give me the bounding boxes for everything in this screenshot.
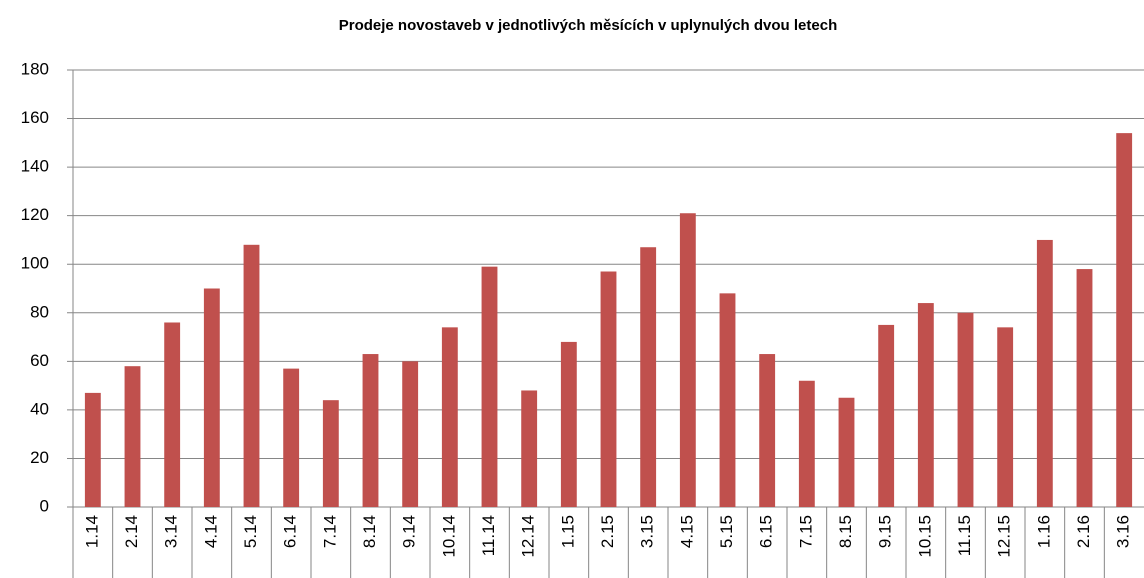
y-tick-label: 160: [21, 108, 49, 127]
x-tick-label: 1.16: [1034, 515, 1053, 548]
y-tick-label: 40: [30, 399, 49, 418]
x-tick-label: 9.15: [876, 515, 895, 548]
bar: [362, 354, 379, 507]
bar: [1076, 269, 1093, 507]
bar: [124, 366, 141, 507]
x-tick-label: 1.14: [82, 515, 101, 548]
x-tick-label: 3.16: [1114, 515, 1133, 548]
x-tick-label: 8.15: [836, 515, 855, 548]
x-tick-label: 5.15: [717, 515, 736, 548]
x-tick-label: 1.15: [558, 515, 577, 548]
x-tick-label: 10.15: [915, 515, 934, 558]
bar: [679, 213, 696, 507]
x-tick-label: 3.15: [638, 515, 657, 548]
bar: [798, 380, 815, 507]
bar: [243, 244, 260, 508]
x-tick-label: 12.15: [995, 515, 1014, 558]
x-tick-label: 5.14: [241, 515, 260, 548]
x-tick-label: 11.15: [955, 515, 974, 556]
bar: [322, 400, 339, 507]
bar: [1036, 239, 1053, 507]
x-tick-label: 8.14: [360, 515, 379, 548]
y-tick-label: 60: [30, 351, 49, 370]
y-tick-label: 20: [30, 448, 49, 467]
bar: [997, 327, 1014, 507]
x-tick-label: 6.14: [281, 515, 300, 548]
x-tick-label: 6.15: [757, 515, 776, 548]
bar: [719, 293, 736, 507]
bar: [1116, 133, 1133, 507]
y-tick-label: 0: [40, 496, 49, 515]
x-tick-label: 10.14: [439, 515, 458, 558]
y-tick-label: 100: [21, 254, 49, 273]
x-tick-label: 11.14: [479, 515, 498, 556]
bar: [402, 361, 419, 507]
x-tick-label: 7.14: [320, 515, 339, 548]
bar: [481, 266, 498, 507]
x-tick-label: 12.14: [519, 515, 538, 558]
bar: [521, 390, 538, 507]
x-tick-label: 4.14: [201, 515, 220, 548]
bar: [560, 341, 577, 507]
bar: [759, 354, 776, 507]
x-tick-label: 7.15: [796, 515, 815, 548]
bar: [838, 397, 855, 507]
bar: [640, 247, 657, 507]
bar: [84, 392, 101, 507]
bar: [203, 288, 220, 507]
y-tick-label: 140: [21, 157, 49, 176]
bar: [441, 327, 458, 507]
bar: [283, 368, 300, 507]
bar: [917, 303, 934, 507]
y-tick-label: 80: [30, 302, 49, 321]
x-tick-label: 3.14: [162, 515, 181, 548]
x-tick-label: 2.14: [122, 515, 141, 548]
x-tick-label: 2.16: [1074, 515, 1093, 548]
bar: [878, 324, 895, 507]
bar: [957, 312, 974, 507]
x-tick-label: 2.15: [598, 515, 617, 548]
y-tick-label: 120: [21, 205, 49, 224]
bar: [600, 271, 617, 507]
y-tick-label: 180: [21, 59, 49, 78]
x-tick-label: 4.15: [677, 515, 696, 548]
bar: [164, 322, 181, 507]
x-tick-label: 9.14: [400, 515, 419, 548]
chart-title: Prodeje novostaveb v jednotlivých měsící…: [339, 17, 837, 34]
